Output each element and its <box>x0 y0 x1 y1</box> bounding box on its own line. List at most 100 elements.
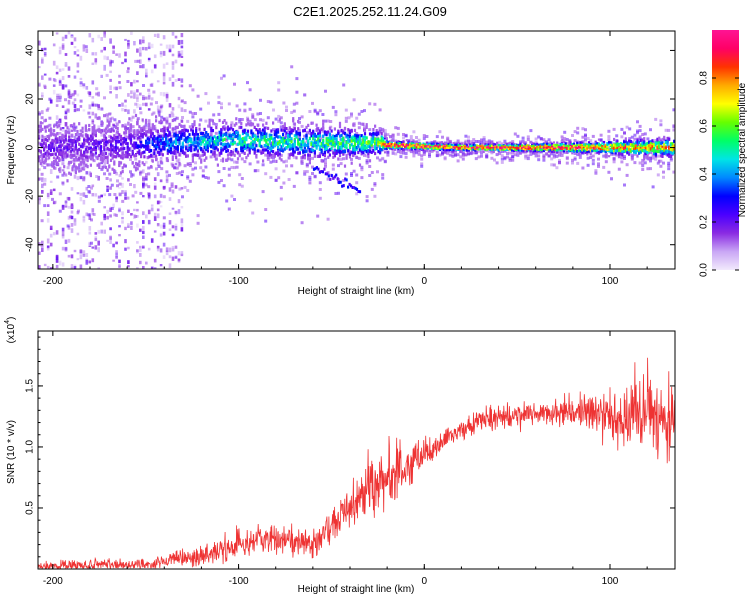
spectrogram-cell <box>292 143 295 147</box>
spectrogram-cell <box>71 141 74 145</box>
spectrogram-cell <box>382 145 385 149</box>
spectrogram-cell <box>112 203 115 208</box>
spectrogram-cell <box>213 140 216 144</box>
spectrogram-cell <box>124 125 127 131</box>
spectrogram-cell <box>88 104 92 110</box>
spectrogram-cell <box>71 139 74 143</box>
spectrogram-cell <box>74 168 78 172</box>
spectrogram-cell <box>372 149 375 153</box>
spectrogram-cell <box>465 148 469 152</box>
spectrogram-cell <box>390 147 393 151</box>
spectrogram-cell <box>99 145 102 149</box>
spectrogram-cell <box>73 249 77 253</box>
spectrogram-cell <box>145 68 148 74</box>
spectrogram-cell <box>165 142 168 146</box>
spectrogram-cell <box>111 153 114 157</box>
spectrogram-cell <box>272 145 275 149</box>
spectrogram-cell <box>162 117 166 121</box>
spectrogram-cell <box>93 132 96 136</box>
spectrogram-cell <box>191 125 194 129</box>
spectrogram-cell <box>106 129 109 133</box>
spectrogram-cell <box>367 155 370 159</box>
spectrogram-cell <box>285 109 288 112</box>
spectrogram-cell <box>500 157 504 161</box>
spectrogram-cell <box>225 142 228 147</box>
spectrogram-cell <box>180 107 184 112</box>
spectrogram-cell <box>469 140 473 144</box>
spectrogram-cell <box>43 146 46 150</box>
spectrogram-cell <box>607 135 611 139</box>
spectrogram-cell <box>77 209 80 213</box>
spectrogram-cell <box>340 141 343 145</box>
spectrogram-cell <box>109 186 112 190</box>
spectrogram-cell <box>200 146 203 151</box>
spectrogram-cell <box>174 225 178 231</box>
spectrogram-cell <box>649 150 652 154</box>
spectrogram-cell <box>542 155 546 159</box>
spectrogram-cell <box>159 224 163 229</box>
spectrogram-cell <box>469 147 472 150</box>
spectrogram-cell <box>79 132 82 136</box>
spectrogram-cell <box>447 143 450 146</box>
spectrogram-cell <box>251 142 255 147</box>
spectrogram-cell <box>225 199 229 203</box>
spectrogram-cell <box>41 92 44 97</box>
spectrogram-cell <box>430 142 433 145</box>
spectrogram-cell <box>67 125 71 130</box>
spectrogram-cell <box>317 135 320 139</box>
spectrogram-cell <box>139 107 142 110</box>
spectrogram-cell <box>584 133 587 137</box>
spectrogram-cell <box>46 163 49 167</box>
spectrogram-cell <box>147 145 151 148</box>
spectrogram-cell <box>191 159 194 163</box>
spectrogram-cell <box>58 95 62 99</box>
spectrogram-cell <box>105 177 109 180</box>
spectrogram-cell <box>607 146 611 150</box>
spectrogram-cell <box>447 146 450 150</box>
spectrogram-cell <box>121 156 124 160</box>
spectrogram-cell <box>139 92 142 96</box>
spectrogram-cell <box>265 148 268 152</box>
spectrogram-cell <box>153 182 157 185</box>
spectrogram-cell <box>267 143 270 147</box>
spectrogram-cell <box>69 155 72 159</box>
spectrogram-cell <box>56 137 59 141</box>
spectrogram-cell <box>208 137 211 141</box>
spectrogram-cell <box>310 142 313 146</box>
spectrogram-cell <box>350 114 353 118</box>
spectrogram-cell <box>109 150 113 154</box>
spectrogram-cell <box>103 135 106 139</box>
spectrogram-cell <box>59 151 62 155</box>
spectrogram-cell <box>251 115 255 119</box>
spectrogram-cell <box>64 62 68 67</box>
spectrogram-cell <box>196 221 200 225</box>
spectrogram-cell <box>43 47 47 51</box>
spectrogram-cell <box>67 93 71 99</box>
spectrogram-cell <box>73 264 77 268</box>
spectrogram-cell <box>158 152 161 156</box>
spectrogram-cell <box>292 184 296 188</box>
spectrogram-cell <box>44 118 47 122</box>
spectrogram-cell <box>110 183 114 187</box>
spectrogram-cell <box>282 169 286 173</box>
spectrogram-cell <box>317 139 320 143</box>
spectrogram-cell <box>151 126 154 130</box>
spectrogram-cell <box>278 142 281 147</box>
spectrogram-cell <box>52 60 56 66</box>
spectrogram-cell <box>285 159 288 163</box>
spectrogram-cell <box>464 134 468 138</box>
spectrogram-cell <box>487 149 491 153</box>
spectrogram-cell <box>384 151 387 154</box>
spectrogram-cell <box>494 146 497 149</box>
spectrogram-cell <box>282 132 285 136</box>
spectrogram-cell <box>70 129 74 132</box>
spectrogram-cell <box>118 120 121 124</box>
spectrogram-cell <box>178 130 181 134</box>
spectrogram-cell <box>372 138 375 142</box>
spectrogram-cell <box>195 147 198 151</box>
spectrogram-cell <box>378 108 382 112</box>
spectrogram-cell <box>591 158 595 162</box>
spectrogram-cell <box>375 146 378 150</box>
spectrogram-cell <box>330 140 333 144</box>
spectrogram-cell <box>181 149 184 153</box>
